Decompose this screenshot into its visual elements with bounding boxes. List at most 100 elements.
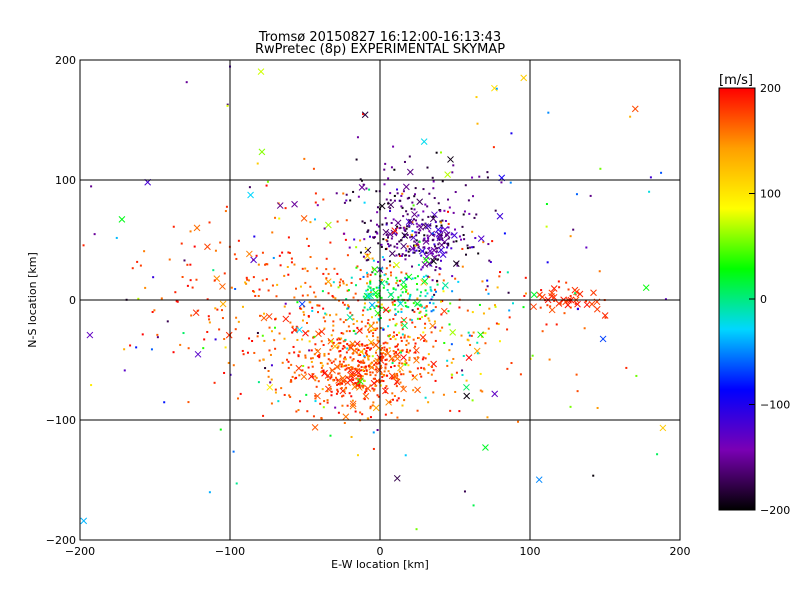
data-point — [238, 321, 240, 323]
data-point — [336, 192, 338, 194]
data-point — [429, 286, 431, 288]
data-point-cross — [394, 475, 400, 481]
data-point — [426, 306, 428, 308]
data-point — [472, 399, 474, 401]
data-point — [387, 289, 389, 291]
data-point — [362, 220, 364, 222]
data-point — [629, 116, 631, 118]
data-point — [285, 303, 287, 305]
data-point — [476, 96, 478, 98]
data-point — [369, 371, 371, 373]
data-point — [258, 295, 260, 297]
data-point — [403, 319, 405, 321]
data-point — [327, 399, 329, 401]
data-point — [332, 325, 334, 327]
data-point — [214, 279, 216, 281]
data-point — [409, 336, 411, 338]
data-point — [270, 354, 272, 356]
data-point — [597, 407, 599, 409]
data-point — [377, 242, 379, 244]
data-point — [289, 322, 291, 324]
data-point-cross — [296, 365, 302, 371]
data-point-cross — [388, 202, 394, 208]
data-point — [388, 370, 390, 372]
data-point-cross — [478, 236, 484, 242]
data-point — [509, 316, 511, 318]
data-point — [407, 245, 409, 247]
data-point-cross — [119, 216, 125, 222]
data-point — [173, 226, 175, 228]
data-point — [408, 197, 410, 199]
data-point — [497, 286, 499, 288]
data-point — [428, 247, 430, 249]
data-point — [249, 186, 251, 188]
data-point — [363, 256, 365, 258]
data-point — [443, 290, 445, 292]
data-point — [355, 378, 357, 380]
data-point — [484, 332, 486, 334]
data-point — [387, 243, 389, 245]
data-point — [308, 245, 310, 247]
y-tick-label: 0 — [69, 294, 76, 307]
data-point — [487, 285, 489, 287]
data-point — [275, 389, 277, 391]
data-point — [400, 351, 402, 353]
data-point — [396, 243, 398, 245]
data-point — [415, 232, 417, 234]
data-point — [352, 400, 354, 402]
data-point — [326, 258, 328, 260]
data-point — [439, 330, 441, 332]
data-point — [392, 362, 394, 364]
data-point — [366, 373, 368, 375]
data-point — [546, 323, 548, 325]
data-point — [432, 302, 434, 304]
data-point — [235, 258, 237, 260]
data-point — [324, 313, 326, 315]
data-point — [173, 351, 175, 353]
data-point — [391, 222, 393, 224]
data-point — [385, 342, 387, 344]
colorbar-tick-label: 100 — [760, 188, 781, 201]
data-point — [472, 311, 474, 313]
data-point — [360, 252, 362, 254]
data-point — [369, 287, 371, 289]
data-point — [376, 322, 378, 324]
data-point — [181, 243, 183, 245]
data-point — [308, 367, 310, 369]
data-point — [289, 396, 291, 398]
data-point — [208, 315, 210, 317]
data-point — [224, 272, 226, 274]
data-point — [377, 339, 379, 341]
data-point — [370, 416, 372, 418]
data-point — [454, 229, 456, 231]
data-point — [372, 258, 374, 260]
data-point — [411, 266, 413, 268]
data-point — [376, 305, 378, 307]
data-point — [496, 322, 498, 324]
data-point — [135, 346, 137, 348]
colorbar-tick-label: −200 — [760, 504, 790, 517]
data-point-cross — [466, 355, 472, 361]
data-point — [413, 218, 415, 220]
data-point — [467, 245, 469, 247]
data-point — [369, 283, 371, 285]
data-point — [455, 240, 457, 242]
data-point — [377, 305, 379, 307]
data-point — [385, 217, 387, 219]
data-point — [390, 271, 392, 273]
data-point — [488, 260, 490, 262]
data-point — [361, 366, 363, 368]
data-point — [451, 171, 453, 173]
data-point — [335, 358, 337, 360]
data-point — [419, 373, 421, 375]
data-point — [347, 405, 349, 407]
data-point — [358, 369, 360, 371]
data-point — [425, 295, 427, 297]
data-point — [394, 246, 396, 248]
data-point — [308, 315, 310, 317]
data-point — [256, 255, 258, 257]
data-point — [648, 191, 650, 193]
data-point — [411, 322, 413, 324]
data-point — [484, 342, 486, 344]
data-point — [428, 320, 430, 322]
